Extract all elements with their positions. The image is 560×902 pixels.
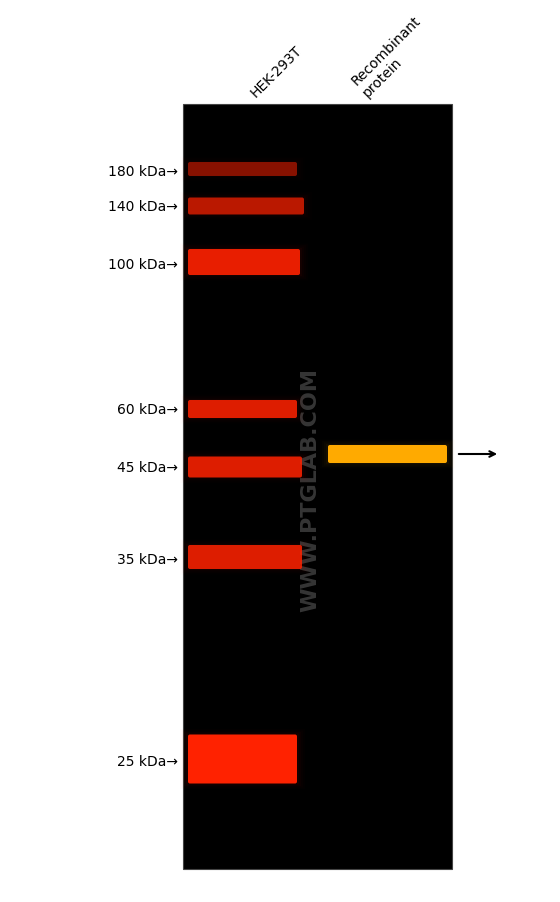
Text: 180 kDa→: 180 kDa→ <box>108 165 178 179</box>
FancyBboxPatch shape <box>188 250 300 276</box>
FancyBboxPatch shape <box>188 400 297 419</box>
FancyBboxPatch shape <box>188 250 300 275</box>
FancyBboxPatch shape <box>188 735 297 783</box>
Text: 60 kDa→: 60 kDa→ <box>117 402 178 417</box>
FancyBboxPatch shape <box>328 446 447 463</box>
Text: 35 kDa→: 35 kDa→ <box>117 552 178 566</box>
FancyBboxPatch shape <box>188 457 302 478</box>
Text: 140 kDa→: 140 kDa→ <box>108 199 178 214</box>
Text: 25 kDa→: 25 kDa→ <box>117 754 178 769</box>
FancyBboxPatch shape <box>328 446 447 464</box>
FancyBboxPatch shape <box>188 546 302 569</box>
Text: HEK-293T: HEK-293T <box>248 43 305 100</box>
FancyBboxPatch shape <box>188 457 302 477</box>
Text: 45 kDa→: 45 kDa→ <box>117 461 178 474</box>
Text: 100 kDa→: 100 kDa→ <box>108 258 178 272</box>
FancyBboxPatch shape <box>188 401 297 418</box>
FancyBboxPatch shape <box>188 163 297 177</box>
FancyBboxPatch shape <box>188 198 304 215</box>
Bar <box>183 105 452 869</box>
Text: WWW.PTGLAB.COM: WWW.PTGLAB.COM <box>300 368 320 612</box>
FancyBboxPatch shape <box>188 546 302 569</box>
FancyBboxPatch shape <box>188 198 304 216</box>
FancyBboxPatch shape <box>188 735 297 784</box>
Text: Recombinant
protein: Recombinant protein <box>349 14 435 100</box>
